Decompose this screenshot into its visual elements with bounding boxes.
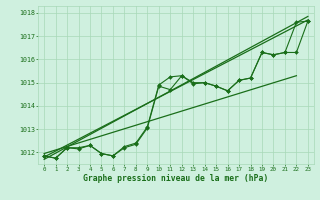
X-axis label: Graphe pression niveau de la mer (hPa): Graphe pression niveau de la mer (hPa) [84,174,268,183]
